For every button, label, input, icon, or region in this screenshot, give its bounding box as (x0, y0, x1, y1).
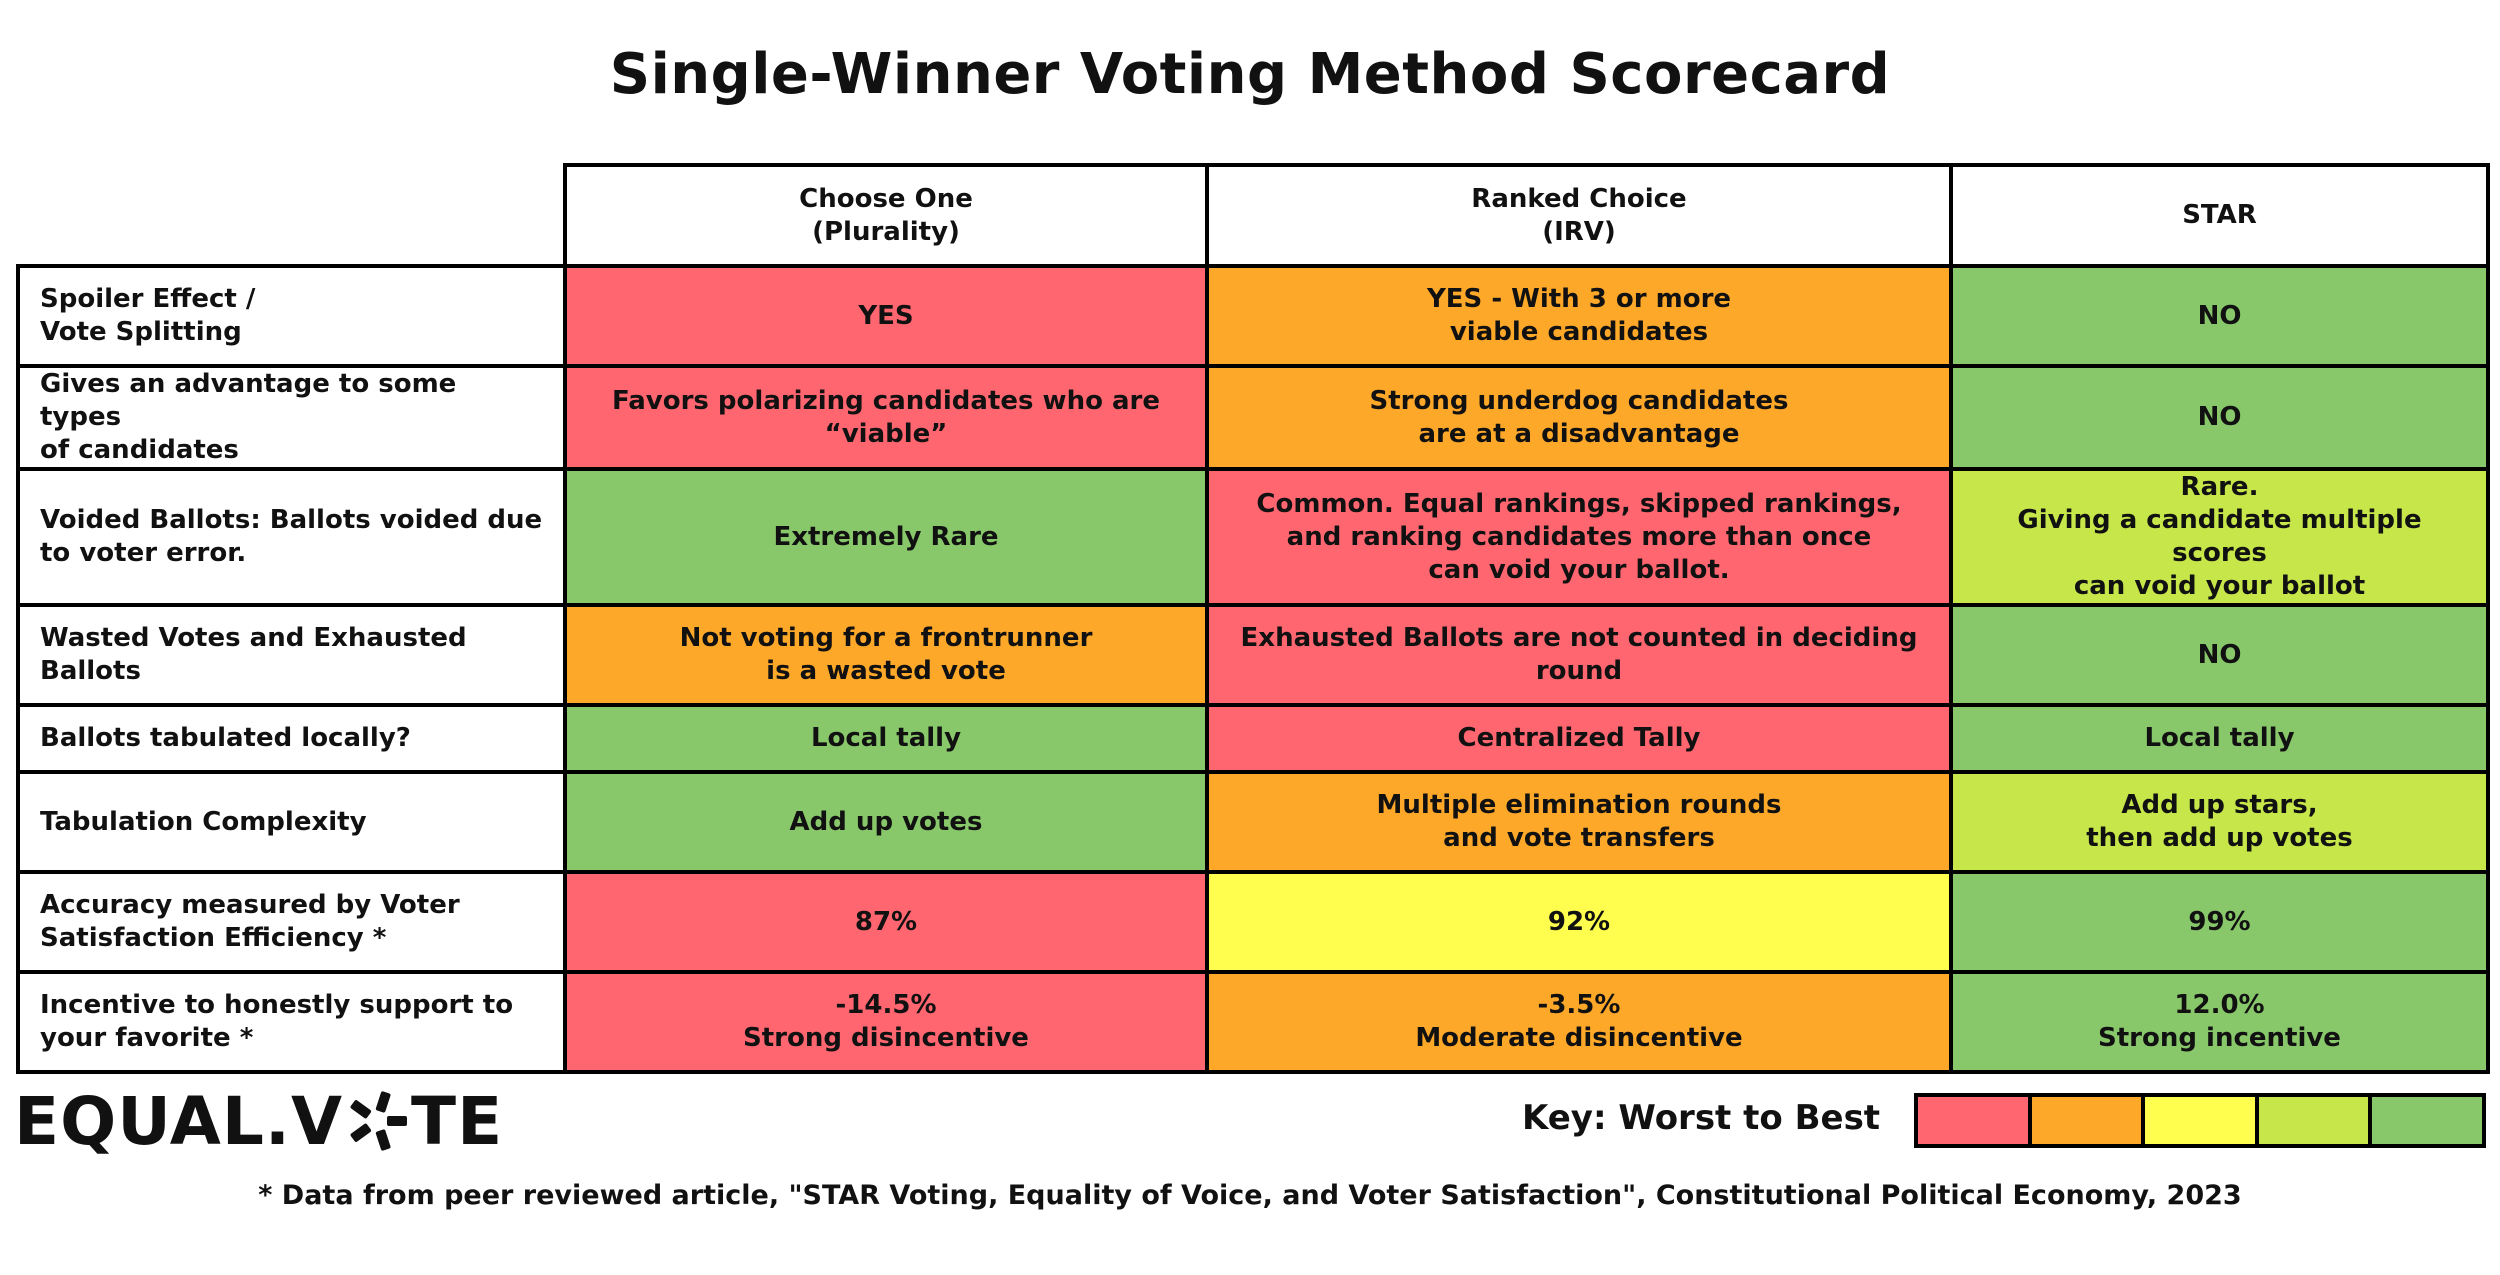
key-swatch-bad (2031, 1097, 2146, 1144)
table-row: Wasted Votes and Exhausted Ballots Not v… (16, 603, 2490, 707)
table-row: Ballots tabulated locally? Local tally C… (16, 703, 2490, 774)
score-cell: 99% (1949, 870, 2490, 974)
table-row: Spoiler Effect / Vote Splitting YES YES … (16, 264, 2490, 368)
score-cell: 12.0% Strong incentive (1949, 970, 2490, 1074)
score-cell: Centralized Tally (1205, 703, 1953, 774)
page-title: Single-Winner Voting Method Scorecard (609, 42, 1891, 107)
row-label: Voided Ballots: Ballots voided due to vo… (16, 467, 567, 607)
key-label: Key: Worst to Best (1522, 1098, 1881, 1138)
logo-text-end: TE (411, 1082, 504, 1160)
score-cell: YES - With 3 or more viable candidates (1205, 264, 1953, 368)
table-row: Tabulation Complexity Add up votes Multi… (16, 770, 2490, 874)
score-cell: Common. Equal rankings, skipped rankings… (1205, 467, 1953, 607)
row-label: Wasted Votes and Exhausted Ballots (16, 603, 567, 707)
score-cell: Extremely Rare (563, 467, 1209, 607)
score-cell: Strong underdog candidates are at a disa… (1205, 364, 1953, 471)
logo-text-start: EQUAL.V (14, 1082, 344, 1160)
table-row: Gives an advantage to some types of cand… (16, 364, 2490, 471)
score-cell: Favors polarizing candidates who are “vi… (563, 364, 1209, 471)
score-cell: Multiple elimination rounds and vote tra… (1205, 770, 1953, 874)
column-header-plurality: Choose One (Plurality) (563, 163, 1209, 268)
scorecard-table: Choose One (Plurality) Ranked Choice (IR… (16, 163, 2490, 1074)
score-cell: -14.5% Strong disincentive (563, 970, 1209, 1074)
key-swatch-good (2258, 1097, 2373, 1144)
row-label: Accuracy measured by Voter Satisfaction … (16, 870, 567, 974)
score-cell: Not voting for a frontrunner is a wasted… (563, 603, 1209, 707)
score-cell: Rare. Giving a candidate multiple scores… (1949, 467, 2490, 607)
key-swatch-mid (2145, 1097, 2259, 1144)
row-label: Spoiler Effect / Vote Splitting (16, 264, 567, 368)
key-scale (1914, 1093, 2486, 1148)
score-cell: YES (563, 264, 1209, 368)
key-swatch-best (2372, 1097, 2482, 1144)
key-swatch-worst (1918, 1097, 2032, 1144)
star-ballot-icon (345, 1089, 409, 1153)
score-cell: NO (1949, 264, 2490, 368)
equal-vote-logo: EQUAL.V TE (14, 1083, 503, 1160)
score-cell: NO (1949, 603, 2490, 707)
column-header-irv: Ranked Choice (IRV) (1205, 163, 1953, 268)
score-cell: Add up stars, then add up votes (1949, 770, 2490, 874)
score-cell: Add up votes (563, 770, 1209, 874)
table-row: Incentive to honestly support to your fa… (16, 970, 2490, 1074)
score-cell: Local tally (563, 703, 1209, 774)
score-cell: Local tally (1949, 703, 2490, 774)
row-label: Tabulation Complexity (16, 770, 567, 874)
table-row: Voided Ballots: Ballots voided due to vo… (16, 467, 2490, 607)
score-cell: -3.5% Moderate disincentive (1205, 970, 1953, 1074)
column-header-star: STAR (1949, 163, 2490, 268)
table-row: Accuracy measured by Voter Satisfaction … (16, 870, 2490, 974)
row-label: Gives an advantage to some types of cand… (16, 364, 567, 471)
score-cell: 87% (563, 870, 1209, 974)
score-cell: 92% (1205, 870, 1953, 974)
score-cell: NO (1949, 364, 2490, 471)
score-cell: Exhausted Ballots are not counted in dec… (1205, 603, 1953, 707)
footnote: * Data from peer reviewed article, "STAR… (258, 1180, 2242, 1211)
row-label: Incentive to honestly support to your fa… (16, 970, 567, 1074)
row-label: Ballots tabulated locally? (16, 703, 567, 774)
column-header-row: Choose One (Plurality) Ranked Choice (IR… (18, 163, 2490, 268)
corner-cell (18, 165, 567, 268)
